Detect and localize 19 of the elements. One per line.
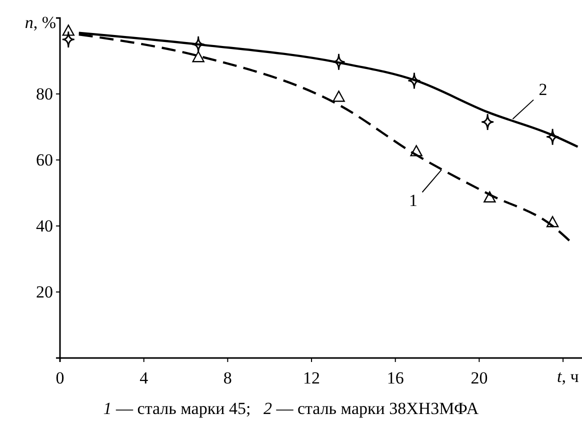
annotation: 2 (538, 80, 548, 100)
x-axis-title: t, ч (557, 367, 580, 386)
point (192, 51, 204, 62)
y-tick-label: 40 (36, 216, 53, 236)
x-tick-label: 0 (56, 368, 64, 388)
y-axis-title: n, % (24, 13, 56, 32)
x-tick-label: 4 (140, 368, 149, 388)
y-tick-label: 20 (36, 282, 53, 302)
x-tick-label: 8 (223, 368, 232, 388)
annotation: 1 (408, 190, 418, 210)
text: 1 — сталь марки 45; 2 — сталь марки 38ХН3МФА (103, 399, 480, 418)
x-tick-label: 12 (303, 368, 320, 388)
point (480, 113, 494, 131)
point (332, 90, 345, 102)
point (62, 30, 76, 48)
y-tick-label: 80 (36, 84, 53, 104)
x-tick-label: 16 (386, 368, 404, 388)
y-tick-label: 60 (36, 150, 53, 170)
x-tick-label: 20 (470, 368, 488, 388)
